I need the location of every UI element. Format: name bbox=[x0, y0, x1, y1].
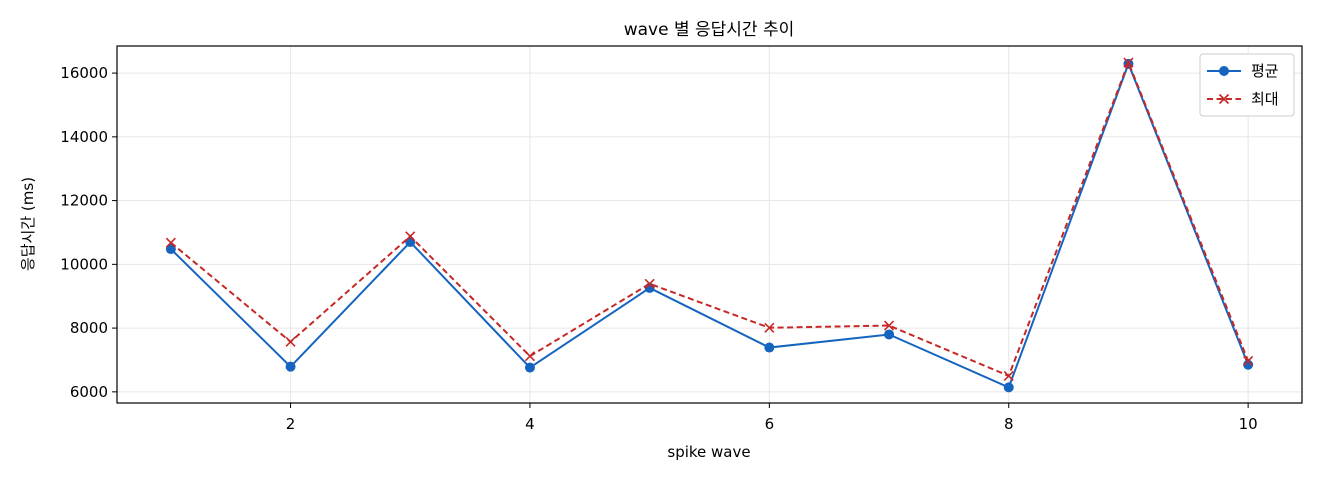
x-tick-label: 2 bbox=[286, 415, 296, 433]
y-tick-label: 6000 bbox=[70, 383, 108, 401]
data-point bbox=[524, 351, 536, 362]
x-tick-label: 4 bbox=[525, 415, 535, 433]
data-point bbox=[884, 329, 895, 340]
legend-marker bbox=[1219, 66, 1229, 76]
y-tick-label: 10000 bbox=[60, 255, 108, 273]
plot-area-frame bbox=[116, 45, 1303, 404]
data-point bbox=[764, 342, 775, 353]
series-line bbox=[170, 59, 1250, 378]
x-tick-label: 10 bbox=[1239, 415, 1258, 433]
data-point bbox=[1003, 382, 1014, 393]
chart-title: wave 별 응답시간 추이 bbox=[624, 20, 795, 40]
legend-label: 평균 bbox=[1251, 62, 1279, 80]
data-point bbox=[165, 237, 176, 248]
data-point bbox=[883, 320, 895, 331]
legend-label: 최대 bbox=[1251, 90, 1279, 108]
series-line bbox=[170, 61, 1250, 389]
legend-marker bbox=[1218, 93, 1230, 105]
y-tick-label: 12000 bbox=[60, 192, 108, 210]
data-point bbox=[1123, 57, 1134, 68]
data-point bbox=[405, 231, 416, 242]
data-point bbox=[644, 278, 655, 289]
x-axis-ticks: 2 4 6 8 10 bbox=[286, 403, 1258, 433]
series-layer bbox=[165, 57, 1254, 393]
y-tick-label: 16000 bbox=[60, 64, 108, 82]
y-axis-label: 응답시간 (ms) bbox=[19, 177, 37, 271]
x-tick-label: 8 bbox=[1004, 415, 1014, 433]
data-point bbox=[165, 244, 176, 255]
data-point bbox=[524, 362, 535, 373]
y-tick-label: 8000 bbox=[70, 319, 108, 337]
y-tick-label: 14000 bbox=[60, 128, 108, 146]
data-point bbox=[1243, 359, 1254, 370]
grid-lines bbox=[117, 46, 1302, 403]
legend-box bbox=[1199, 53, 1295, 117]
data-point bbox=[1243, 355, 1254, 366]
x-axis-label: spike wave bbox=[667, 443, 750, 461]
x-tick-label: 6 bbox=[765, 415, 775, 433]
legend-item: 최대 bbox=[1207, 90, 1279, 108]
y-axis-ticks: 6000 8000 10000 12000 14000 16000 bbox=[60, 64, 117, 401]
series-max bbox=[165, 57, 1254, 381]
data-point bbox=[285, 361, 296, 372]
data-point bbox=[764, 322, 775, 333]
series-mean bbox=[165, 58, 1254, 393]
legend-item: 평균 bbox=[1207, 62, 1279, 80]
data-point bbox=[1003, 370, 1014, 381]
data-point bbox=[285, 336, 296, 347]
